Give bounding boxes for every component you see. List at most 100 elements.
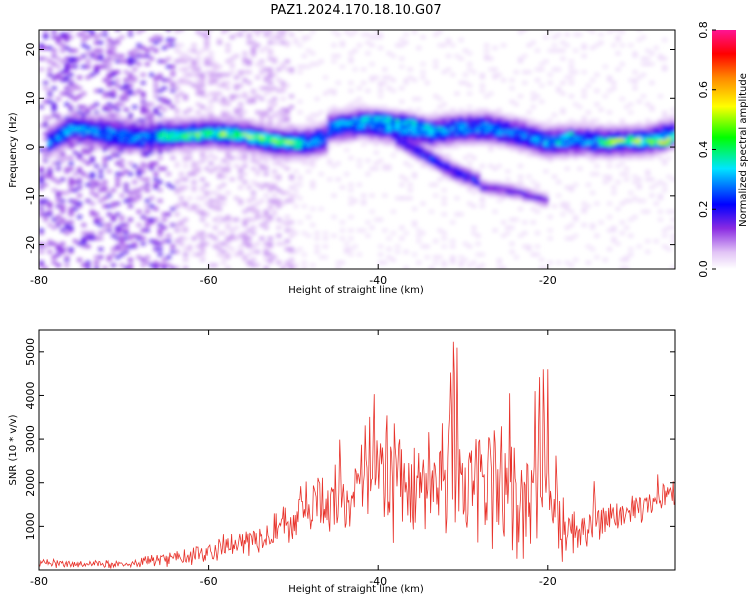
- heatmap-cell: [242, 218, 248, 222]
- heatmap-cell: [344, 247, 350, 251]
- heatmap-cell: [382, 137, 388, 141]
- heatmap-cell: [530, 124, 536, 128]
- heatmap-cell: [412, 134, 417, 139]
- heatmap-cell: [55, 244, 61, 249]
- heatmap-cell: [77, 185, 82, 190]
- heatmap-cell: [85, 234, 91, 238]
- heatmap-cell: [225, 86, 231, 90]
- heatmap-cell: [174, 59, 180, 64]
- heatmap-cell: [628, 102, 634, 106]
- heatmap-cell: [518, 207, 523, 211]
- heatmap-cell: [310, 124, 316, 128]
- heatmap-cell: [488, 129, 494, 133]
- heatmap-cell: [403, 124, 409, 128]
- heatmap-cell: [123, 150, 129, 155]
- heatmap-cell: [496, 113, 502, 117]
- heatmap-cell: [429, 209, 434, 214]
- heatmap-cell: [212, 244, 218, 249]
- heatmap-cell: [340, 43, 345, 47]
- heatmap-cell: [187, 145, 193, 149]
- heatmap-cell: [505, 145, 511, 149]
- heatmap-cell: [424, 129, 430, 133]
- heatmap-cell: [585, 137, 591, 141]
- heatmap-cell: [535, 209, 540, 214]
- heatmap-cell: [174, 81, 180, 85]
- heatmap-cell: [293, 150, 299, 155]
- heatmap-cell: [670, 239, 675, 243]
- heatmap-cell: [225, 153, 231, 157]
- heatmap-cell: [119, 247, 125, 251]
- heatmap-cell: [72, 110, 78, 114]
- heatmap-cell: [47, 156, 53, 160]
- heatmap-cell: [98, 175, 104, 179]
- heatmap-cell: [446, 40, 451, 45]
- heatmap-cell: [373, 142, 379, 147]
- heatmap-cell: [416, 148, 422, 152]
- heatmap-cell: [611, 140, 617, 144]
- heatmap-cell: [68, 180, 74, 184]
- heatmap-cell: [628, 150, 634, 155]
- heatmap-cell: [505, 113, 511, 117]
- heatmap-cell: [564, 236, 570, 241]
- heatmap-cell: [331, 134, 337, 139]
- heatmap-cell: [577, 134, 583, 139]
- heatmap-cell: [68, 35, 74, 39]
- heatmap-cell: [653, 132, 659, 136]
- heatmap-cell: [191, 185, 197, 190]
- heatmap-cell: [522, 142, 528, 147]
- heatmap-cell: [280, 118, 286, 123]
- heatmap-cell: [200, 242, 205, 246]
- heatmap-cell: [161, 226, 167, 230]
- heatmap-cell: [297, 142, 303, 147]
- heatmap-cell: [357, 159, 362, 163]
- heatmap-cell: [157, 73, 163, 77]
- heatmap-cell: [255, 110, 261, 114]
- heatmap-cell: [212, 118, 218, 123]
- heatmap-cell: [72, 132, 78, 136]
- heatmap-cell: [60, 70, 66, 74]
- heatmap-cell: [115, 124, 121, 128]
- heatmap-cell: [217, 38, 222, 42]
- heatmap-cell: [255, 161, 261, 165]
- heatmap-cell: [373, 110, 379, 114]
- heatmap-cell: [212, 236, 218, 241]
- heatmap-cell: [365, 159, 371, 163]
- heatmap-cell: [505, 124, 511, 128]
- heatmap-cell: [407, 126, 413, 131]
- heatmap-cell: [89, 132, 95, 136]
- heatmap-cell: [94, 40, 99, 45]
- heatmap-cell: [136, 124, 142, 128]
- heatmap-cell: [306, 161, 311, 165]
- heatmap-cell: [403, 116, 409, 120]
- heatmap-cell: [217, 201, 222, 206]
- heatmap-cell: [607, 137, 612, 141]
- heatmap-cell: [191, 124, 197, 128]
- heatmap-cell: [594, 89, 600, 93]
- heatmap-cell: [267, 215, 273, 219]
- heatmap-cell: [89, 191, 95, 195]
- heatmap-cell: [51, 260, 57, 265]
- heatmap-cell: [632, 180, 638, 184]
- heatmap-cell: [234, 121, 239, 125]
- heatmap-cell: [327, 129, 333, 133]
- heatmap-cell: [259, 59, 265, 64]
- heatmap-cell: [284, 43, 290, 47]
- heatmap-cell: [522, 118, 528, 123]
- heatmap-cell: [217, 215, 222, 219]
- heatmap-cell: [539, 121, 545, 125]
- heatmap-cell: [467, 121, 473, 125]
- heatmap-cell: [509, 140, 515, 144]
- heatmap-cell: [102, 137, 108, 141]
- heatmap-cell: [200, 91, 205, 96]
- heatmap-cell: [619, 137, 625, 141]
- heatmap-cell: [484, 57, 490, 61]
- heatmap-cell: [60, 209, 66, 214]
- heatmap-cell: [365, 132, 371, 136]
- heatmap-cell: [632, 54, 638, 58]
- heatmap-cell: [530, 134, 536, 139]
- heatmap-cell: [357, 121, 362, 125]
- heatmap-cell: [43, 116, 49, 120]
- heatmap-cell: [246, 260, 252, 265]
- heatmap-cell: [225, 156, 231, 160]
- heatmap-cell: [666, 116, 672, 120]
